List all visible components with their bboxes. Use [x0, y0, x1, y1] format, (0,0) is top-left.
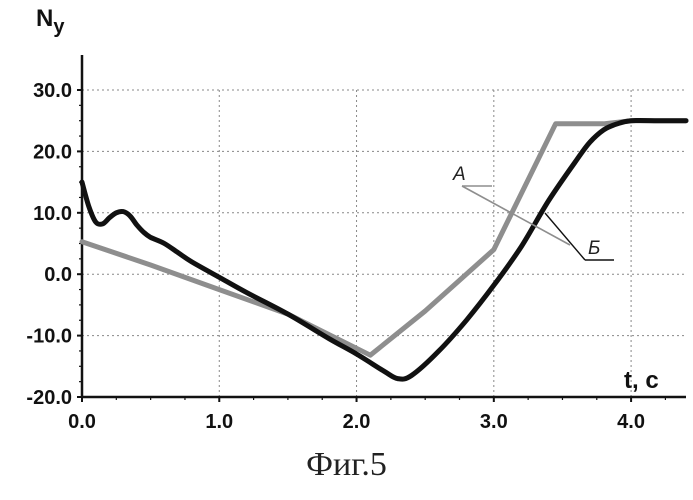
x-tick-label: 0.0	[68, 411, 96, 433]
y-axis-title: Ny	[36, 5, 65, 38]
y-tick-label: -20.0	[26, 387, 72, 409]
x-tick-label: 3.0	[480, 411, 508, 433]
curve-labels: А Б	[452, 164, 614, 260]
x-tick-label: 1.0	[205, 411, 233, 433]
y-tick-label: 30.0	[33, 80, 72, 102]
figure-caption: Фиг.5	[0, 446, 693, 484]
x-tick-label: 4.0	[617, 411, 645, 433]
series-b-label: Б	[588, 238, 600, 259]
line-chart: 30.020.010.00.0-10.0-20.00.01.02.03.04.0…	[0, 0, 693, 445]
y-tick-label: 0.0	[44, 264, 72, 286]
series-a-label: А	[452, 164, 466, 185]
x-axis-title: t, c	[624, 367, 659, 394]
y-tick-label: 10.0	[33, 203, 72, 225]
y-tick-label: -10.0	[26, 326, 72, 348]
x-tick-label: 2.0	[343, 411, 371, 433]
y-tick-label: 20.0	[33, 141, 72, 163]
series-b-leader-line	[545, 213, 585, 260]
